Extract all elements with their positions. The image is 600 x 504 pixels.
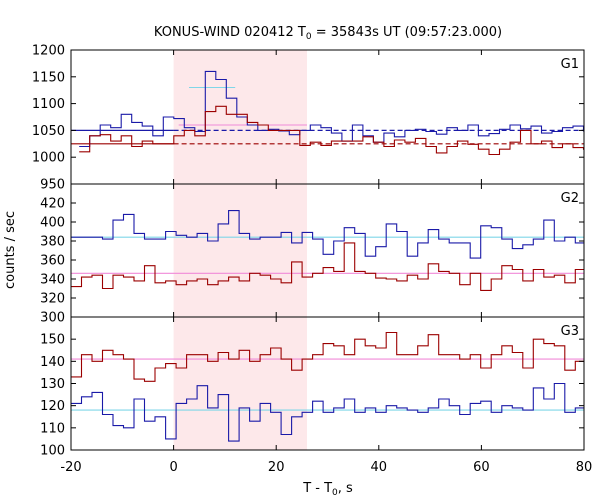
panel-g1-y-tick-label: 1000: [32, 151, 65, 166]
plot-layer: 95010001050110011501200G1300320340360380…: [32, 44, 592, 476]
panel-g3-y-tick-label: 100: [40, 444, 65, 459]
panel-g1-label: G1: [561, 57, 579, 72]
panel-g2-y-tick-label: 380: [40, 235, 65, 250]
panel-g2-label: G2: [561, 191, 579, 206]
panel-g1-y-tick-label: 1200: [32, 44, 65, 59]
chart-title: KONUS-WIND 020412 T0 = 35843s UT (09:57:…: [154, 25, 502, 42]
panel-g3-series-blue: [71, 382, 584, 442]
panel-g2-y-tick-label: 420: [40, 197, 65, 212]
panel-g1-y-tick-label: 1100: [32, 97, 65, 112]
y-axis-title: counts / sec: [3, 211, 18, 289]
panel-g1-y-tick-label: 1150: [32, 70, 65, 85]
x-axis-title-prefix: T - T: [302, 481, 332, 496]
panel-g3-y-tick-label: 150: [40, 333, 65, 348]
panel-g1-series-red: [79, 105, 585, 156]
x-tick-label: 20: [268, 460, 285, 475]
panel-g3-y-tick-label: 130: [40, 377, 65, 392]
highlight-interval: [173, 50, 307, 450]
x-tick-label: 0: [169, 460, 177, 475]
panel-g2-y-tick-label: 400: [40, 216, 65, 231]
x-axis-title-subscript: 0: [332, 488, 338, 498]
panel-g1-series-blue: [79, 70, 585, 148]
panel-g3-y-tick-label: 110: [40, 421, 65, 436]
panel-g2-frame: [70, 183, 585, 318]
panel-g1-y-tick-label: 1050: [32, 124, 65, 139]
chart-title-prefix: KONUS-WIND 020412 T: [154, 25, 306, 40]
panel-g1: 950 1000 1050 1100 1150 1200 G1: [32, 44, 585, 193]
x-tick-label: -20: [60, 460, 81, 475]
x-tick-label: 60: [473, 460, 490, 475]
panel-g1-frame: [70, 49, 585, 185]
chart-title-suffix: = 35843s UT (09:57:23.000): [312, 25, 502, 40]
panel-g3-y-tick-label: 120: [40, 399, 65, 414]
panel-g2-y-tick-label: 340: [40, 273, 65, 288]
panel-g3-frame: [70, 316, 585, 451]
x-axis-title: T - T0, s: [302, 481, 353, 498]
panel-g2-series-blue: [71, 210, 584, 259]
panel-g3: 100 110 120 130 140 150 G3: [40, 316, 585, 459]
x-axis-title-suffix: , s: [338, 481, 353, 496]
panel-g3-y-tick-label: 140: [40, 355, 65, 370]
panel-g2-y-tick-label: 300: [40, 311, 65, 326]
panel-g3-series-red: [71, 331, 584, 382]
x-tick-label: 40: [371, 460, 388, 475]
panel-g2: 300 320 340 360 380 400 420 G2: [40, 183, 585, 326]
panel-g2-series-red: [71, 242, 584, 291]
x-tick-label: 80: [576, 460, 593, 475]
panel-g1-y-tick-label: 950: [40, 178, 65, 193]
panel-g2-y-tick-label: 360: [40, 254, 65, 269]
panel-g2-y-tick-label: 320: [40, 292, 65, 307]
panel-g3-label: G3: [561, 324, 579, 339]
chart-title-subscript: 0: [306, 32, 312, 42]
